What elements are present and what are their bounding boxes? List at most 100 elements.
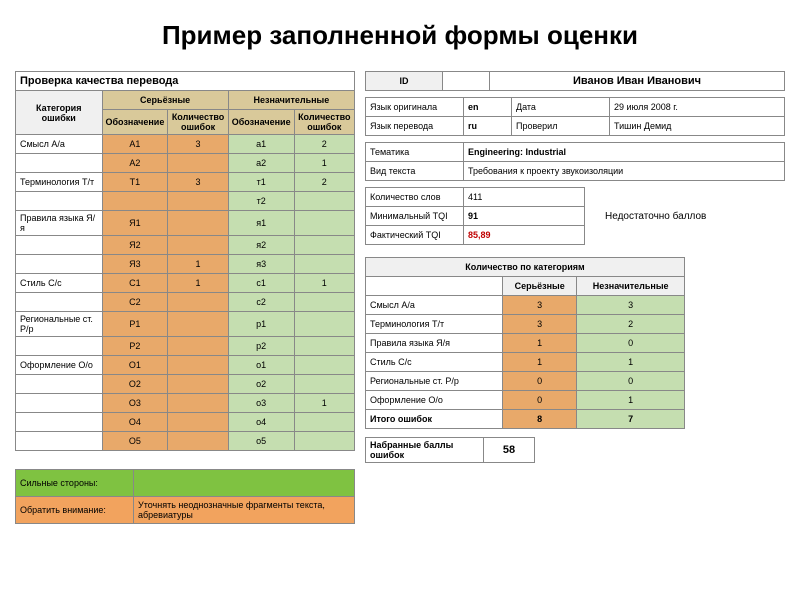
cell-m-count (294, 356, 354, 375)
cell-m-code: я2 (228, 236, 294, 255)
strengths-label: Сильные стороны: (16, 470, 134, 497)
table-row: Правила языка Я/яЯ1я1 (16, 211, 355, 236)
cell-minor: 0 (577, 334, 685, 353)
topic-value: Engineering: Industrial (464, 143, 785, 162)
summary-col-serious: Серьёзные (503, 277, 577, 296)
fact-tqi-label: Фактический TQI (366, 226, 464, 245)
cell-m-count: 1 (294, 394, 354, 413)
cell-category: Терминология Т/т (366, 315, 503, 334)
page-title: Пример заполненной формы оценки (15, 20, 785, 51)
cell-category: Стиль С/с (16, 274, 103, 293)
cell-category: Терминология Т/т (16, 173, 103, 192)
meta-table-1: Язык оригинала en Дата 29 июля 2008 г. Я… (365, 97, 785, 136)
table-row: т2 (16, 192, 355, 211)
summary-empty (366, 277, 503, 296)
id-label: ID (366, 72, 443, 91)
attention-value: Уточнять неоднозначные фрагменты текста,… (134, 497, 355, 524)
cell-serious: 0 (503, 372, 577, 391)
footer-table: Сильные стороны: Обратить внимание: Уточ… (15, 469, 355, 524)
cell-m-code: р1 (228, 312, 294, 337)
cell-m-count: 2 (294, 173, 354, 192)
table-row: Региональные ст. Р/р00 (366, 372, 685, 391)
cell-s-count (168, 312, 228, 337)
cell-m-code: а2 (228, 154, 294, 173)
right-panel: ID Иванов Иван Иванович Язык оригинала e… (365, 71, 785, 524)
cell-m-code: т1 (228, 173, 294, 192)
date-label: Дата (512, 98, 610, 117)
table-row: О4о4 (16, 413, 355, 432)
date-value: 29 июля 2008 г. (610, 98, 785, 117)
summary-total-s: 8 (503, 410, 577, 429)
cell-m-code: о2 (228, 375, 294, 394)
table-row: Стиль С/с11 (366, 353, 685, 372)
min-tqi-value: 91 (464, 207, 585, 226)
cell-m-count: 2 (294, 135, 354, 154)
hdr-serious-count: Количество ошибок (168, 110, 228, 135)
id-table: ID Иванов Иван Иванович (365, 71, 785, 91)
lang-tr-label: Язык перевода (366, 117, 464, 136)
cell-s-count (168, 413, 228, 432)
cell-s-code: Р1 (102, 312, 168, 337)
cell-m-count (294, 337, 354, 356)
cell-m-code: о3 (228, 394, 294, 413)
cell-serious: 3 (503, 315, 577, 334)
table-row: Я31я3 (16, 255, 355, 274)
score-value: 58 (484, 438, 535, 463)
cell-s-code: О5 (102, 432, 168, 451)
cell-category (16, 394, 103, 413)
type-value: Требования к проекту звукоизоляции (464, 162, 785, 181)
cell-s-code: Р2 (102, 337, 168, 356)
lang-tr-value: ru (464, 117, 512, 136)
cell-category: Правила языка Я/я (16, 211, 103, 236)
hdr-minor: Незначительные (228, 91, 354, 110)
table-row: О3 о31 (16, 394, 355, 413)
lang-orig-label: Язык оригинала (366, 98, 464, 117)
cell-minor: 0 (577, 372, 685, 391)
cell-category: Оформление О/о (366, 391, 503, 410)
cell-category (16, 413, 103, 432)
cell-s-count (168, 356, 228, 375)
cell-s-code: Я2 (102, 236, 168, 255)
table-row: Смысл А/аА13а12 (16, 135, 355, 154)
cell-s-code: Т1 (102, 173, 168, 192)
cell-s-code (102, 192, 168, 211)
table-row: Оформление О/о01 (366, 391, 685, 410)
cell-s-code: О3 (102, 394, 168, 413)
cell-m-count: 1 (294, 154, 354, 173)
cell-category: Стиль С/с (366, 353, 503, 372)
table-row: А2а21 (16, 154, 355, 173)
cell-s-count (168, 236, 228, 255)
cell-m-count (294, 432, 354, 451)
table-row: О5 о5 (16, 432, 355, 451)
cell-minor: 2 (577, 315, 685, 334)
errors-table: Проверка качества перевода Категория оши… (15, 71, 355, 451)
cell-m-code: с1 (228, 274, 294, 293)
cell-s-count (168, 192, 228, 211)
cell-minor: 3 (577, 296, 685, 315)
cell-m-count (294, 236, 354, 255)
table-row: Смысл А/а33 (366, 296, 685, 315)
cell-m-code: о4 (228, 413, 294, 432)
cell-s-code: Я3 (102, 255, 168, 274)
summary-col-minor: Незначительные (577, 277, 685, 296)
cell-category (16, 236, 103, 255)
cell-m-code: о5 (228, 432, 294, 451)
cell-m-count (294, 413, 354, 432)
meta-table-3: Количество слов411 Минимальный TQI91 Фак… (365, 187, 585, 245)
type-label: Вид текста (366, 162, 464, 181)
cell-m-count (294, 211, 354, 236)
cell-serious: 1 (503, 353, 577, 372)
cell-s-count: 3 (168, 135, 228, 154)
id-value (443, 72, 490, 91)
cell-category: Оформление О/о (16, 356, 103, 375)
cell-m-code: о1 (228, 356, 294, 375)
lang-orig-value: en (464, 98, 512, 117)
cell-category: Смысл А/а (16, 135, 103, 154)
score-label: Набранные баллы ошибок (366, 438, 484, 463)
cell-s-count: 1 (168, 255, 228, 274)
meta-table-2: Тематика Engineering: Industrial Вид тек… (365, 142, 785, 181)
cell-m-code: я3 (228, 255, 294, 274)
attention-label: Обратить внимание: (16, 497, 134, 524)
checked-label: Проверил (512, 117, 610, 136)
table-row: О2о2 (16, 375, 355, 394)
